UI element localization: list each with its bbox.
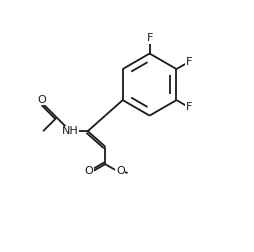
Text: O: O [85, 166, 93, 176]
Text: NH: NH [62, 126, 79, 136]
Text: O: O [38, 95, 46, 105]
Text: O: O [116, 166, 125, 176]
Text: F: F [186, 102, 192, 112]
Text: F: F [146, 33, 153, 43]
Text: F: F [186, 57, 192, 67]
